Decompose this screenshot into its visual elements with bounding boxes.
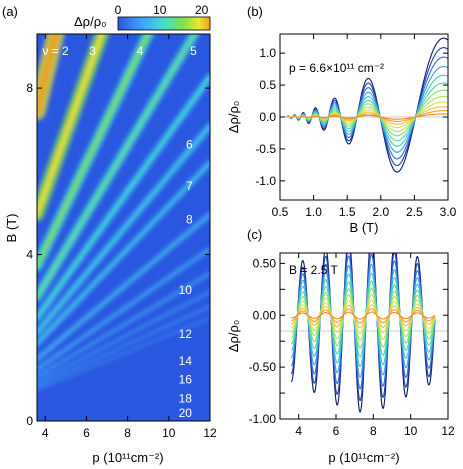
filling-factor-label: 4 [137,44,144,58]
panel-a-ytick-label: 4 [26,248,33,262]
filling-factor-label: 5 [190,44,197,58]
panel-c-axes: 4 6 8 10 12 -1.00 -0.50 0.00 0.50 [249,253,455,438]
panel-b-xtick-label: 2.0 [372,205,389,219]
panel-b-ylabel: Δρ/ρ₀ [226,101,241,133]
filling-factor-label: 16 [179,373,193,387]
colorbar-ticks: 0 10 20 [115,3,209,17]
heatmap-ridge-core [37,291,210,383]
filling-factor-label: 10 [179,283,193,297]
panel-b-xtick-label: 1.0 [305,205,322,219]
colorbar-tick-label: 10 [153,3,167,17]
panel-c-line-chart: 4 6 8 10 12 -1.00 -0.50 0.00 0.50 B = 2.5 T Δρ/ρ… [226,252,455,465]
panel-c-ytick-label: -0.50 [249,360,277,374]
panel-c-series [290,253,436,413]
panel-c-xlabel: p (10¹¹cm⁻²) [328,450,399,465]
heatmap-ridge-core [37,34,105,218]
panel-c-ytick-label: 0.00 [253,308,277,322]
filling-factor-label: 14 [179,354,193,368]
panel-c-xtick-label: 6 [333,424,340,438]
heatmap-ridge-core [37,124,210,334]
filling-factor-label: ν = 2 [42,44,69,58]
panel-b-xtick-label: 3.0 [440,205,457,219]
panel-a-ylabel: B (T) [4,214,19,243]
panel-a-label: (a) [2,4,18,19]
heatmap-ridge-core [37,75,210,320]
filling-factor-label: 8 [186,212,193,226]
heatmap-ridge-core [37,305,210,388]
panel-b-series [286,37,448,173]
panel-c-series-line [291,311,436,320]
colorbar-tick-label: 20 [195,3,209,17]
filling-factor-label: 3 [89,44,96,58]
colorbar-tick-label: 0 [115,3,122,17]
filling-factor-label: 7 [186,179,193,193]
panel-a-xtick-label: 12 [203,426,217,440]
heatmap-ridge-core [37,34,197,299]
panel-b-annotation: p = 6.6×10¹¹ cm⁻² [289,61,384,75]
panel-b-line-chart: 0.5 1.0 1.5 2.0 2.5 3.0 -1.0 -0.5 0.0 0.5 1.0 p = … [226,33,457,235]
heatmap-ridge-core [37,34,151,269]
heatmap-ridge-core [37,161,210,345]
colorbar-label: Δρ/ρ₀ [74,14,106,29]
filling-factor-label: 12 [179,327,193,341]
filling-factor-label: 20 [179,406,193,420]
colorbar [117,16,211,31]
panel-a-xtick-label: 8 [124,426,131,440]
panel-c-series-line [291,308,436,324]
panel-c-xtick-label: 4 [295,424,302,438]
panel-c-series-line [291,304,436,329]
panel-a-xtick-label: 6 [83,426,90,440]
panel-b-xtick-label: 1.5 [339,205,356,219]
panel-c-annotation: B = 2.5 T [289,263,338,277]
panel-a-xtick-label: 10 [162,426,176,440]
panel-c-frame [279,252,449,420]
panel-c-label: (c) [247,227,262,242]
panel-c-xtick-label: 12 [441,424,455,438]
panel-b-ytick-label: -1.0 [255,174,276,188]
panel-c-xtick-label: 10 [404,424,418,438]
panel-c-ytick-label: 0.50 [253,256,277,270]
panel-a-xtick-label: 4 [42,426,49,440]
panel-b-ytick-label: 1.0 [259,46,276,60]
panel-c-ytick-label: -1.00 [249,412,277,426]
panel-b-xtick-label: 0.5 [272,205,289,219]
heatmap-ridges [37,34,210,392]
filling-factor-label: 18 [179,391,193,405]
panel-a-ytick-label: 0 [26,414,33,428]
heatmap-ridge-core [37,317,210,391]
panel-b-label: (b) [247,4,263,19]
panel-b-axes: 0.5 1.0 1.5 2.0 2.5 3.0 -1.0 -0.5 0.0 0.5 1.0 [255,34,457,219]
heatmap-ridge-core [37,272,210,378]
panel-c-xtick-label: 8 [370,424,377,438]
filling-factor-label: 6 [186,137,193,151]
panel-b-ytick-label: 0.0 [259,110,276,124]
panel-b-series-line [286,113,448,120]
heatmap-ridge-core [37,213,210,361]
heatmap-frame [36,33,211,422]
panel-b-xtick-label: 2.5 [406,205,423,219]
panel-a-xlabel: p (10¹¹cm⁻²) [92,450,163,465]
panel-b-ytick-label: 0.5 [259,78,276,92]
panel-a-ytick-label: 8 [26,81,33,95]
panel-b-ytick-label: -0.5 [255,142,276,156]
panel-c-ylabel: Δρ/ρ₀ [226,320,241,352]
heatmap-ridge-core [37,247,210,371]
panel-b-xlabel: B (T) [350,220,379,235]
